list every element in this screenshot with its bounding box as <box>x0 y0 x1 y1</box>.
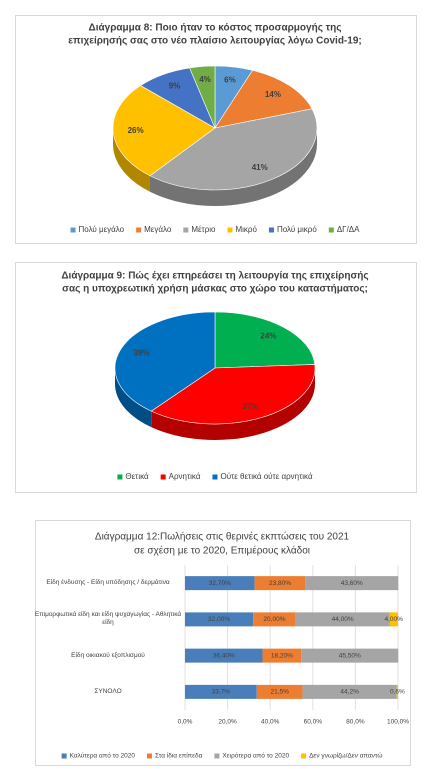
chart-subtitle: επιχείρησής σας στο νέο πλαίσιο λειτουργ… <box>68 36 361 47</box>
data-label: 37% <box>242 402 258 411</box>
slice <box>114 311 216 412</box>
chart-title: Διάγραμμα 8: Ποιο ήταν το κόστος προσαρμ… <box>89 23 342 34</box>
slice-side <box>151 368 315 441</box>
bar-segment <box>253 612 296 627</box>
legend-label: Πολύ μικρό <box>277 225 317 234</box>
bar-segment <box>185 576 255 591</box>
legend-label: Χειρότερα από το 2020 <box>222 752 289 760</box>
legend-label: Θετικά <box>125 472 149 481</box>
bar-segment <box>295 612 390 627</box>
slice <box>214 311 316 369</box>
x-tick-label: 80,0% <box>346 719 365 726</box>
data-label: 18,20% <box>271 652 293 659</box>
chart-title: Διάγραμμα 12:Πωλήσεις στις θερινές εκπτώ… <box>95 531 350 543</box>
slice-side <box>149 128 317 206</box>
legend-label: Μεγάλο <box>144 225 172 234</box>
data-label: 24% <box>260 331 276 340</box>
x-tick-label: 20,0% <box>218 719 237 726</box>
legend-swatch <box>70 227 76 233</box>
legend-swatch <box>136 227 142 233</box>
bar-segment <box>396 684 398 699</box>
legend-label: ΔΓ/ΔΑ <box>337 225 360 234</box>
slice-side <box>113 128 150 192</box>
legend-swatch <box>328 227 334 233</box>
data-label: 14% <box>265 90 281 99</box>
data-label: 0,6% <box>390 689 405 696</box>
data-label: 36,40% <box>213 652 235 659</box>
bar-segment <box>185 684 257 699</box>
data-label: 26% <box>128 126 144 135</box>
data-label: 9% <box>169 81 181 90</box>
y-tick-label: ΣΥΝΟΛΟ <box>94 687 122 695</box>
data-label: 45,50% <box>339 652 361 659</box>
chart-subtitle: σας η υποχρεωτική χρήση μάσκας στο χώρο … <box>62 284 368 295</box>
data-label: 41% <box>252 163 268 172</box>
bar-segment <box>256 684 303 699</box>
legend-swatch <box>61 753 67 759</box>
legend-swatch <box>183 227 189 233</box>
x-tick-label: 100,0% <box>387 719 409 726</box>
slice-side <box>115 368 152 428</box>
slice <box>189 65 216 129</box>
legend-swatch <box>117 474 123 480</box>
data-label: 4,00% <box>385 616 404 623</box>
data-label: 32,70% <box>209 580 231 587</box>
legend-label: Μικρό <box>235 225 257 234</box>
bar-segment <box>185 612 254 627</box>
bar-segment <box>305 576 399 591</box>
slice <box>149 108 318 191</box>
bar-segment <box>301 648 399 663</box>
data-label: 44,2% <box>340 689 359 696</box>
x-tick-label: 60,0% <box>304 719 323 726</box>
bar-segment <box>254 576 306 591</box>
data-label: 20,00% <box>263 616 285 623</box>
y-tick-label: Είδη ένδυσης - Είδη υπόδησης / δερμάτινα <box>46 579 170 587</box>
legend-swatch <box>212 474 218 480</box>
y-tick-label: Επιμορφωτικά είδη και είδη ψυχαγωγίας - … <box>34 611 182 627</box>
legend-label: Πολύ μεγάλο <box>79 225 125 234</box>
bar-segment <box>389 612 398 627</box>
bar-segment <box>302 684 397 699</box>
legend-swatch <box>214 753 220 759</box>
legend-swatch <box>301 753 307 759</box>
legend-swatch <box>227 227 233 233</box>
x-tick-label: 40,0% <box>261 719 280 726</box>
data-label: 6% <box>224 76 236 85</box>
legend-swatch <box>147 753 153 759</box>
bar-segment <box>185 648 263 663</box>
legend-label: Ούτε θετικά ούτε αρνητικά <box>220 472 312 481</box>
slice <box>150 364 316 425</box>
legend-label: Μέτριο <box>191 225 216 234</box>
legend-label: Δεν γνωρίζω/Δεν απαντώ <box>309 752 382 760</box>
bar-segment <box>262 648 302 663</box>
data-label: 32,00% <box>208 616 230 623</box>
data-label: 39% <box>134 348 150 357</box>
data-label: 21,5% <box>270 689 289 696</box>
data-label: 44,00% <box>332 616 354 623</box>
chart-frame <box>35 520 411 766</box>
data-label: 43,60% <box>341 580 363 587</box>
data-label: 23,80% <box>269 580 291 587</box>
legend-swatch <box>160 474 166 480</box>
y-tick-label: Είδη οικιακού εξοπλισμού <box>71 651 145 659</box>
legend-label: Καλύτερα από το 2020 <box>70 752 136 760</box>
legend-label: Στα ίδια επίπεδα <box>155 752 203 760</box>
legend-swatch <box>268 227 274 233</box>
legend-label: Αρνητικά <box>169 472 201 481</box>
data-label: 33,7% <box>212 689 231 696</box>
chart-subtitle: σε σχέση με το 2020, Επιμέρους κλάδοι <box>134 545 310 557</box>
chart-title: Διάγραμμα 9: Πώς έχει επηρεάσει τη λειτο… <box>61 271 368 282</box>
slice <box>112 85 216 177</box>
x-tick-label: 0,0% <box>178 719 193 726</box>
data-label: 4% <box>199 75 211 84</box>
